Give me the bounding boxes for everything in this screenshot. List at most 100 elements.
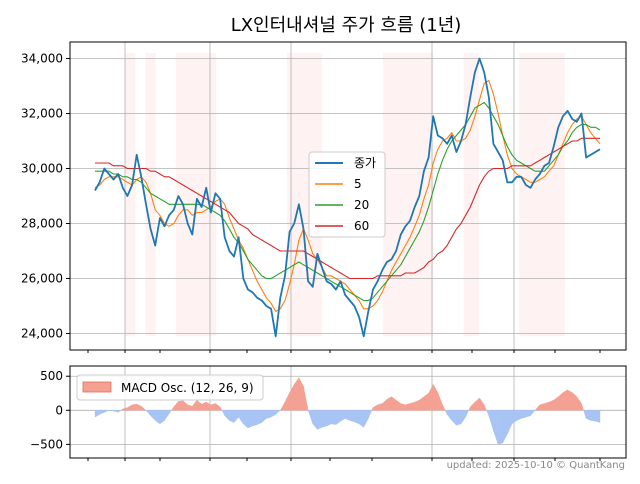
macd-area-segment	[446, 410, 452, 422]
macd-area-segment	[581, 403, 584, 411]
macd-area-segment	[423, 392, 429, 411]
macd-area-segment	[534, 404, 540, 411]
macd-y-ticks: −500 0 500	[30, 369, 70, 451]
macd-area-segment	[171, 406, 174, 411]
price-y-tick-label: 28,000	[21, 217, 63, 231]
macd-area-segment	[120, 408, 123, 411]
macd-area-segment	[210, 403, 216, 411]
macd-area-segment	[525, 410, 531, 418]
price-y-ticks: 24,000 26,000 28,000 30,000 32,000 34,000	[21, 52, 70, 341]
macd-area-segment	[224, 410, 230, 422]
macd-area-segment	[562, 389, 568, 411]
macd-area-segment	[511, 410, 517, 425]
macd-area-segment	[164, 410, 170, 422]
macd-area-segment	[567, 389, 573, 411]
macd-area-segment	[558, 392, 564, 411]
macd-area-segment	[502, 410, 508, 444]
macd-area-segment	[405, 403, 411, 411]
macd-area-segment	[409, 401, 415, 411]
macd-area-segment	[261, 410, 267, 424]
macd-area-segment	[298, 377, 304, 411]
macd-area-segment	[395, 399, 401, 411]
macd-area-segment	[173, 400, 179, 411]
macd-area-segment	[340, 410, 346, 422]
macd-area-segment	[182, 400, 188, 411]
macd-area-segment	[127, 404, 133, 411]
macd-area-segment	[442, 404, 446, 411]
macd-area-segment	[433, 383, 439, 411]
price-y-tick-label: 24,000	[21, 327, 63, 341]
macd-y-tick-label: −500	[30, 437, 63, 451]
price-y-tick-label: 30,000	[21, 162, 63, 176]
macd-area-segment	[428, 384, 434, 411]
legend-label: 종가	[354, 156, 376, 170]
macd-area-segment	[331, 410, 337, 425]
macd-area-segment	[521, 410, 527, 419]
macd-area-segment	[368, 410, 373, 419]
macd-area-segment	[104, 410, 109, 413]
macd-area-segment	[486, 410, 490, 416]
macd-legend-swatch	[82, 381, 112, 393]
macd-area-segment	[192, 399, 198, 411]
macd-area-segment	[507, 410, 513, 435]
price-y-tick-label: 32,000	[21, 107, 63, 121]
price-y-tick-label: 34,000	[21, 52, 63, 66]
macd-area-segment	[201, 401, 207, 411]
macd-area-segment	[266, 410, 272, 419]
updated-footer: updated: 2025-10-10 © QuantKang	[447, 460, 625, 471]
macd-area-segment	[479, 397, 485, 411]
macd-area-segment	[233, 410, 239, 424]
macd-y-tick-label: 500	[40, 369, 63, 383]
macd-legend-box	[76, 374, 264, 401]
macd-area-segment	[451, 410, 457, 426]
macd-area-segment	[386, 396, 392, 411]
macd-area-segment	[572, 392, 578, 411]
macd-area-segment	[372, 404, 378, 411]
macd-area-segment	[354, 410, 360, 425]
macd-area-segment	[150, 410, 156, 422]
shaded-regions	[125, 53, 565, 337]
price-panel-frame	[69, 41, 627, 351]
macd-area-segment	[303, 386, 309, 411]
macd-area-segment	[99, 410, 105, 415]
price-y-tick-label: 26,000	[21, 272, 63, 286]
macd-area-segment	[136, 403, 142, 411]
macd-area-segment	[377, 403, 383, 411]
macd-area-segment	[358, 410, 364, 428]
macd-area-segment	[284, 392, 290, 411]
macd-panel: −500 0 500	[30, 365, 627, 461]
macd-area-segment	[145, 410, 151, 417]
macd-area-segment	[215, 403, 221, 411]
macd-area-segment	[585, 410, 591, 421]
macd-area-segment	[275, 410, 281, 415]
macd-area-segment	[159, 410, 165, 425]
macd-area-segment	[382, 398, 388, 411]
macd-area-segment	[307, 410, 313, 424]
macd-area-segment	[256, 410, 262, 425]
macd-area-segment	[465, 410, 470, 418]
legend-label: 5	[354, 177, 362, 191]
macd-area-segment	[583, 410, 587, 419]
macd-area-segment	[414, 399, 420, 411]
macd-area-segment	[317, 410, 323, 430]
series-line-5	[94, 79, 601, 313]
macd-y-tick-label: 0	[55, 403, 63, 417]
price-legend: 종가 5 20 60	[308, 151, 386, 238]
macd-area-segment	[252, 410, 258, 427]
macd-area-segment	[460, 410, 466, 425]
macd-area-segment	[168, 410, 172, 415]
price-panel: 24,000 26,000 28,000 30,000 32,000 34,000	[21, 41, 627, 353]
chart-title: LX인터내셔널 주가 흐름 (1년)	[231, 15, 462, 36]
macd-area-segment	[219, 406, 223, 411]
macd-area-segment	[544, 401, 550, 411]
macd-area-segment	[243, 410, 249, 429]
price-legend-box	[308, 151, 386, 238]
series-line-60	[95, 137, 600, 280]
shaded-region	[519, 53, 565, 337]
shaded-region	[125, 53, 136, 337]
macd-area-segment	[363, 410, 369, 428]
macd-area-segment	[289, 383, 295, 411]
macd-area-segment	[590, 410, 596, 422]
macd-area-segment	[238, 410, 244, 425]
